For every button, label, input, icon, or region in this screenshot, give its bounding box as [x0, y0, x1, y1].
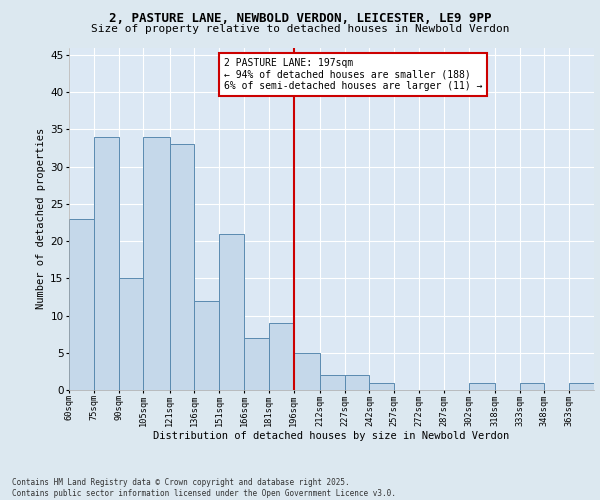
X-axis label: Distribution of detached houses by size in Newbold Verdon: Distribution of detached houses by size … [154, 431, 509, 441]
Y-axis label: Number of detached properties: Number of detached properties [36, 128, 46, 310]
Text: 2 PASTURE LANE: 197sqm
← 94% of detached houses are smaller (188)
6% of semi-det: 2 PASTURE LANE: 197sqm ← 94% of detached… [224, 58, 482, 91]
Bar [170, 144, 194, 390]
Text: Size of property relative to detached houses in Newbold Verdon: Size of property relative to detached ho… [91, 24, 509, 34]
Bar [345, 375, 370, 390]
Bar [370, 382, 394, 390]
Text: Contains HM Land Registry data © Crown copyright and database right 2025.
Contai: Contains HM Land Registry data © Crown c… [12, 478, 396, 498]
Bar [119, 278, 143, 390]
Bar [94, 137, 119, 390]
Bar [219, 234, 244, 390]
Bar [469, 382, 495, 390]
Bar [143, 137, 170, 390]
Bar [269, 323, 293, 390]
Bar [293, 353, 320, 390]
Bar [244, 338, 269, 390]
Bar [69, 219, 94, 390]
Bar [320, 375, 345, 390]
Text: 2, PASTURE LANE, NEWBOLD VERDON, LEICESTER, LE9 9PP: 2, PASTURE LANE, NEWBOLD VERDON, LEICEST… [109, 12, 491, 26]
Bar [569, 382, 594, 390]
Bar [520, 382, 544, 390]
Bar [194, 300, 219, 390]
